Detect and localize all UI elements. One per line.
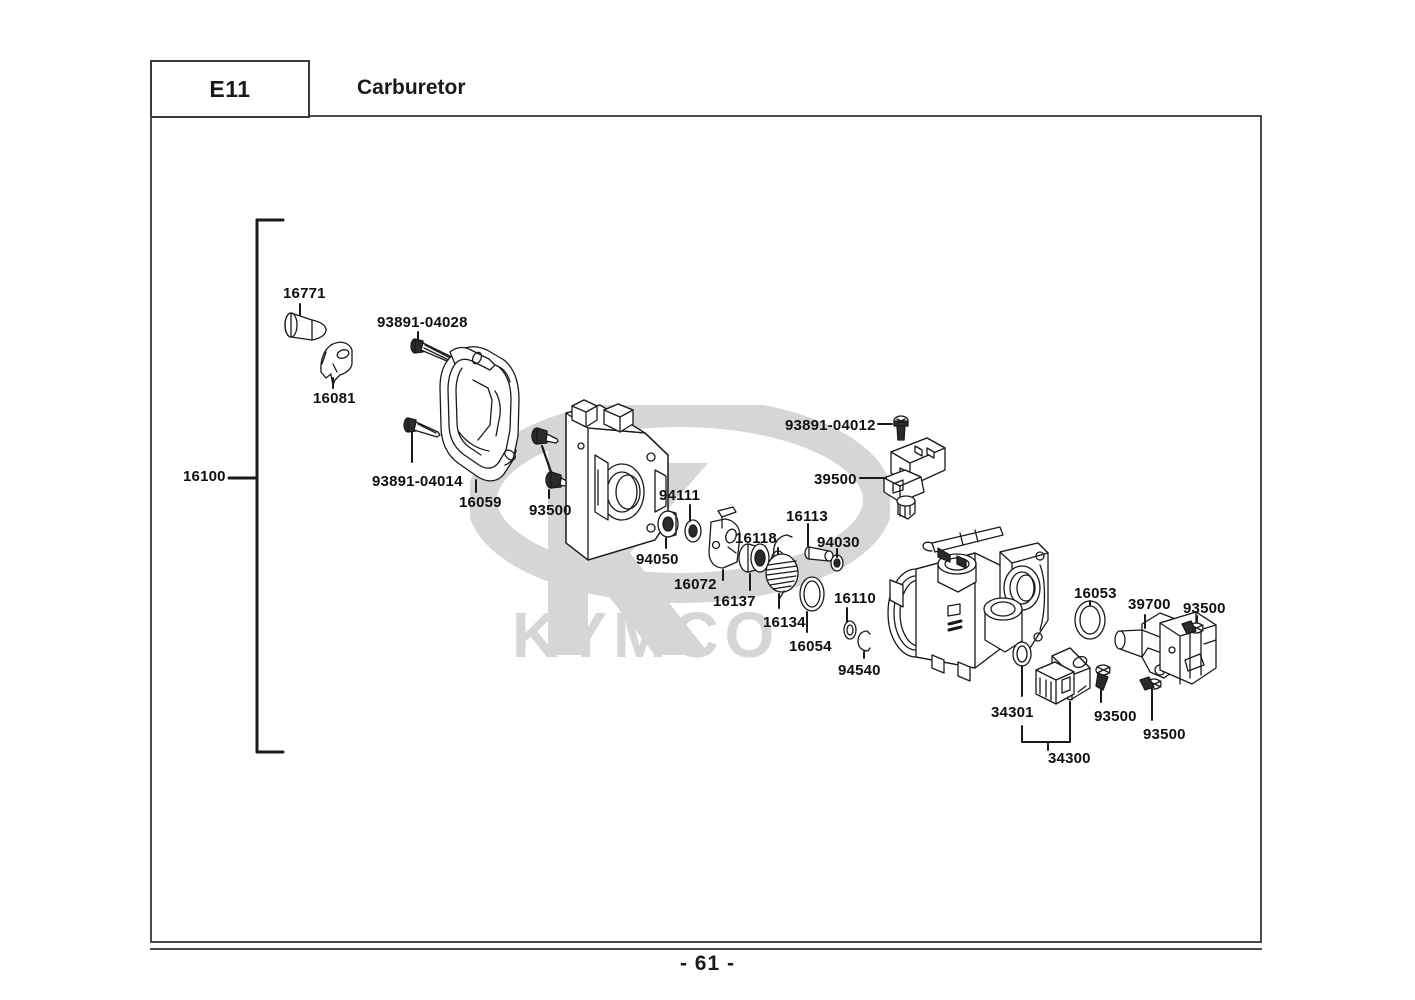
section-code: E11 (209, 75, 251, 102)
diagram-frame (150, 115, 1262, 943)
footer-rule (150, 948, 1262, 950)
label-16059: 16059 (459, 494, 502, 511)
label-94111: 94111 (659, 487, 701, 504)
label-16110: 16110 (834, 590, 876, 607)
label-16771: 16771 (283, 285, 326, 302)
label-16100: 16100 (183, 468, 226, 485)
label-16053: 16053 (1074, 585, 1117, 602)
label-16072: 16072 (674, 576, 717, 593)
page-number: - 61 - (679, 952, 735, 975)
label-16054: 16054 (789, 638, 832, 655)
label-94540: 94540 (838, 662, 881, 679)
label-94030: 94030 (817, 534, 860, 551)
page-title: Carburetor (357, 76, 466, 99)
label-94050: 94050 (636, 551, 679, 568)
label-93500-left: 93500 (529, 502, 572, 519)
label-34301: 34301 (991, 704, 1034, 721)
label-16118: 16118 (735, 530, 777, 547)
label-93891-04014: 93891-04014 (372, 473, 463, 490)
label-16137: 16137 (713, 593, 756, 610)
label-93891-04012: 93891-04012 (785, 417, 876, 434)
label-93500-iac-lower: 93500 (1143, 726, 1186, 743)
label-34300: 34300 (1048, 750, 1091, 767)
label-93500-iac-upper: 93500 (1183, 600, 1226, 617)
label-16081: 16081 (313, 390, 356, 407)
label-16134: 16134 (763, 614, 806, 631)
section-code-box: E11 (150, 60, 310, 118)
label-39700: 39700 (1128, 596, 1171, 613)
label-39500: 39500 (814, 471, 857, 488)
label-93500-injector: 93500 (1094, 708, 1137, 725)
label-93891-04028: 93891-04028 (377, 314, 468, 331)
kymco-watermark-text: KYMCO (512, 599, 781, 671)
title-rule (308, 115, 1262, 117)
label-16113: 16113 (786, 508, 828, 525)
